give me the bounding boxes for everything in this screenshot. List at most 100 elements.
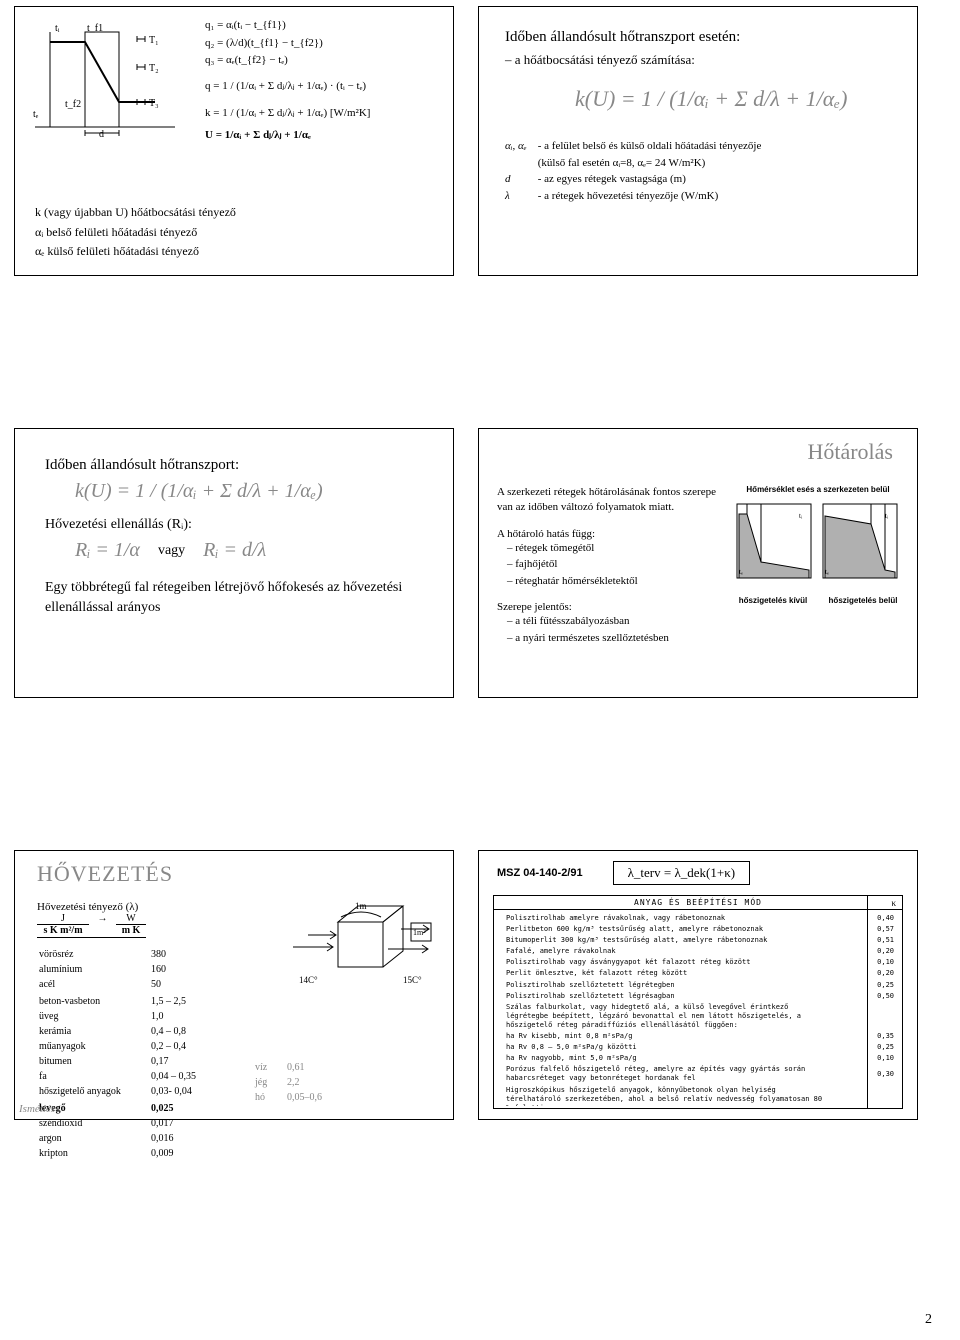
slide-1-formulas: tᵢ t_f1 t_f2 tₑ d T₁ T₂ T₃ q₁ = αᵢ(tᵢ − …: [14, 6, 454, 276]
temperature-drop-charts: tₑ tᵢ tₑ tᵢ: [733, 500, 903, 590]
slide3-title: Időben állandósult hőtranszport:: [45, 457, 423, 474]
slide4-p1: A szerkezeti rétegek hőtárolásának fonto…: [497, 485, 732, 516]
table-row: Polisztirolhab szellőztetett légrétegben…: [502, 981, 898, 990]
svg-text:T₂: T₂: [149, 63, 159, 74]
slide4-p3-head: Szerepe jelentős:: [497, 601, 732, 613]
def-ae: αₑ külső felületi hőátadási tényező: [35, 242, 236, 261]
table-row: Polisztirolhab vagy ásványgyapot két fal…: [502, 958, 898, 967]
table-row: hőszigetelő anyagok0,03- 0,04: [39, 1085, 202, 1098]
scan-title: ANYAG ÉS BEÉPÍTÉSI MÓD: [494, 898, 902, 907]
table-row: Szálas falburkolat, vagy hidegtető alá, …: [502, 1003, 898, 1030]
table-row: Perlit ömlesztve, két falazott réteg köz…: [502, 969, 898, 978]
lambda-label: Hővezetési tényező (λ): [37, 901, 204, 913]
table-row: fa0,04 – 0,35: [39, 1070, 202, 1083]
unit-cube-figure: 1m 1m² 14C° 15C°: [283, 887, 443, 1017]
eq-q3: q₃ = αₑ(t_{f2} − tₑ): [205, 52, 370, 70]
def-alpha: αᵢ, αₑ - a felület belső és külső oldali…: [505, 138, 891, 171]
table-row: műanyagok0,2 – 0,4: [39, 1040, 202, 1053]
table-row: ha Rv nagyobb, mint 5,0 m²sPa/g0,10: [502, 1054, 898, 1063]
table-row: üveg1,0: [39, 1010, 202, 1023]
slide2-title: Időben állandósult hőtranszport esetén:: [505, 29, 891, 46]
extra-materials: víz0,61 jég2,2 hó0,05–0,6: [253, 1059, 330, 1106]
table-row: kripton0,009: [39, 1147, 202, 1160]
vagy-label: vagy: [158, 543, 185, 559]
svg-text:tᵢ: tᵢ: [55, 23, 60, 34]
svg-text:14C°: 14C°: [299, 975, 318, 985]
table-row: bitumen0,17: [39, 1055, 202, 1068]
list-item: rétegek tömegétől: [507, 540, 732, 557]
list-item: fajhőjétől: [507, 556, 732, 573]
svg-text:tₑ: tₑ: [33, 109, 39, 120]
kappa-table: Polisztirolhab amelyre rávakolnak, vagy …: [500, 912, 900, 1106]
slide4-p2-list: rétegek tömegétől fajhőjétől réteghatár …: [507, 540, 732, 590]
table-row: kerámia0,4 – 0,8: [39, 1025, 202, 1038]
def-ai: αᵢ belső felületi hőátadási tényező: [35, 223, 236, 242]
table-row: Porózus falfelő hőszigetelő réteg, amely…: [502, 1065, 898, 1083]
table-row: hó0,05–0,6: [255, 1091, 328, 1104]
table-row: ha Rv kisebb, mint 0,8 m²sPa/g0,35: [502, 1032, 898, 1041]
slide-2-u-value: Időben állandósult hőtranszport esetén: …: [478, 6, 918, 276]
table-row: Polisztirolhab amelyre rávakolnak, vagy …: [502, 914, 898, 923]
svg-text:tₑ: tₑ: [825, 568, 829, 576]
table-row: víz0,61: [255, 1061, 328, 1074]
table-row: argon0,016: [39, 1132, 202, 1145]
table-row: Perlitbeton 600 kg/m³ testsűrűség alatt,…: [502, 925, 898, 934]
svg-text:tₑ: tₑ: [739, 568, 743, 576]
r-eq-2: Rᵢ = d/λ: [203, 539, 266, 562]
eq-q1: q₁ = αᵢ(tᵢ − t_{f1}): [205, 17, 370, 35]
list-item: a téli fűtésszabályozásban: [507, 613, 732, 630]
slide3-r-label: Hővezetési ellenállás (Rᵢ):: [45, 517, 423, 533]
svg-text:T₃: T₃: [149, 98, 159, 109]
r-eq-1: Rᵢ = 1/α: [75, 539, 140, 562]
svg-text:T₁: T₁: [149, 35, 159, 46]
chart-title: Hőmérséklet esés a szerkezeten belül: [733, 485, 903, 494]
slide2-formula: k(U) = 1 / (1/αᵢ + Σ d/λ + 1/αₑ): [575, 86, 891, 112]
table-row: széndioxid0,017: [39, 1117, 202, 1130]
slide2-subtitle: – a hőátbocsátási tényező számítása:: [505, 52, 891, 68]
chart-label-left: hőszigetelés kívül: [733, 596, 813, 605]
svg-text:t_f2: t_f2: [65, 99, 81, 110]
chart-label-right: hőszigetelés belül: [823, 596, 903, 605]
kappa-head: κ: [891, 898, 896, 908]
slide-4-heat-storage: Hőtárolás A szerkezeti rétegek hőtárolás…: [478, 428, 918, 698]
svg-text:tᵢ: tᵢ: [799, 512, 803, 520]
table-row: ha Rv 0,8 – 5,0 m²sPa/g közötti0,25: [502, 1043, 898, 1052]
slide4-p3-list: a téli fűtésszabályozásban a nyári termé…: [507, 613, 732, 646]
eq-k: k = 1 / (1/αᵢ + Σ dⱼ/λⱼ + 1/αₑ) [W/m²K]: [205, 105, 370, 123]
svg-text:1m: 1m: [355, 901, 367, 911]
def-lambda: λ - a rétegek hővezetési tényezője (W/mK…: [505, 188, 891, 205]
svg-text:15C°: 15C°: [403, 975, 422, 985]
svg-text:tᵢ: tᵢ: [885, 512, 889, 520]
slide4-title: Hőtárolás: [807, 439, 893, 465]
table-row: Fafalé, amelyre rávakolnak0,20: [502, 947, 898, 956]
heat-flow-equations: q₁ = αᵢ(tᵢ − t_{f1}) q₂ = (λ/d)(t_{f1} −…: [205, 17, 370, 145]
table-row: Bitumoperlit 300 kg/m³ testsűrűség alatt…: [502, 936, 898, 945]
table-row: Polisztirolhab szellőztetett légrésagban…: [502, 992, 898, 1001]
page-number: 2: [925, 1312, 932, 1328]
slide-3-resistance: Időben állandósult hőtranszport: k(U) = …: [14, 428, 454, 698]
table-row: vörösréz380: [39, 948, 202, 961]
slide-6-kappa-table: MSZ 04-140-2/91 λ_terv = λ_dek(1+κ) ANYA…: [478, 850, 918, 1120]
table-row: acél50: [39, 978, 202, 991]
svg-text:1m²: 1m²: [413, 928, 426, 937]
slide4-p2-head: A hőtároló hatás függ:: [497, 528, 732, 540]
table-row: jég2,2: [255, 1076, 328, 1089]
lambda-equation: λ_terv = λ_dek(1+κ): [613, 861, 750, 885]
materials-table: vörösréz380 alumínium160 acél50 beton-vasbe…: [37, 946, 204, 1162]
table-row: Higroszkópikus hőszigetelő anyagok, könn…: [502, 1086, 898, 1107]
table-row: levegő0,025: [39, 1102, 202, 1115]
eq-u: U = 1/αᵢ + Σ dⱼ/λⱼ + 1/αₑ: [205, 127, 370, 145]
eq-q: q = 1 / (1/αᵢ + Σ dⱼ/λⱼ + 1/αₑ) · (tᵢ − …: [205, 78, 370, 96]
def-k: k (vagy újabban U) hőátbocsátási tényező: [35, 203, 236, 222]
definitions: k (vagy újabban U) hőátbocsátási tényező…: [35, 203, 236, 261]
standard-ref: MSZ 04-140-2/91: [497, 867, 583, 879]
slide3-desc: Egy többrétegű fal rétegeiben létrejövő …: [45, 578, 423, 617]
slide-5-conductivity: HŐVEZETÉS Hővezetési tényező (λ) J → W s…: [14, 850, 454, 1120]
slide3-k-formula: k(U) = 1 / (1/αᵢ + Σ d/λ + 1/αₑ): [75, 480, 423, 503]
wall-temperature-diagram: tᵢ t_f1 t_f2 tₑ d T₁ T₂ T₃: [25, 17, 185, 137]
table-row: alumínium160: [39, 963, 202, 976]
list-item: a nyári természetes szellőztetésben: [507, 630, 732, 647]
eq-q2: q₂ = (λ/d)(t_{f1} − t_{f2}): [205, 35, 370, 53]
def-d: d - az egyes rétegek vastagsága (m): [505, 171, 891, 188]
table-row: beton-vasbeton1,5 – 2,5: [39, 995, 202, 1008]
